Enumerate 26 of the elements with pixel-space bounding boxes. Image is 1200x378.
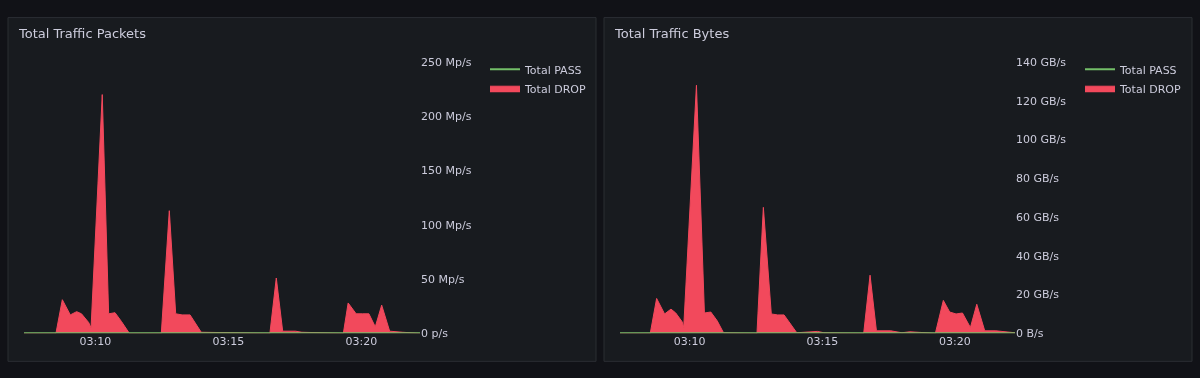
legend-label: Total PASS (524, 63, 582, 77)
x-tick-label: 03:20 (345, 335, 378, 349)
y-tick-label: 50 Mp/s (421, 272, 465, 286)
y-tick-label: 60 GB/s (1016, 210, 1060, 224)
y-tick-label: 80 GB/s (1016, 172, 1060, 186)
y-tick-label: 200 Mp/s (421, 110, 472, 124)
legend-label: Total DROP (524, 82, 586, 96)
y-tick-label: 100 GB/s (1016, 133, 1067, 147)
y-tick-label: 0 B/s (1016, 327, 1044, 341)
y-tick-label: 250 Mp/s (421, 55, 472, 69)
y-tick-label: 40 GB/s (1016, 249, 1060, 263)
x-tick-label: 03:10 (673, 335, 706, 349)
y-tick-label: 120 GB/s (1016, 94, 1067, 108)
y-tick-label: 140 GB/s (1016, 55, 1067, 69)
x-tick-label: 03:15 (806, 335, 839, 349)
y-tick-label: 150 Mp/s (421, 164, 472, 178)
chart-title: Total Traffic Packets (18, 26, 147, 41)
legend-label: Total PASS (1119, 63, 1177, 77)
y-tick-label: 0 p/s (421, 327, 449, 341)
legend-label: Total DROP (1119, 82, 1181, 96)
x-tick-label: 03:15 (212, 335, 245, 349)
y-tick-label: 100 Mp/s (421, 218, 472, 232)
y-tick-label: 20 GB/s (1016, 288, 1060, 302)
x-tick-label: 03:10 (79, 335, 112, 349)
chart-title: Total Traffic Bytes (614, 26, 730, 41)
x-tick-label: 03:20 (939, 335, 971, 349)
